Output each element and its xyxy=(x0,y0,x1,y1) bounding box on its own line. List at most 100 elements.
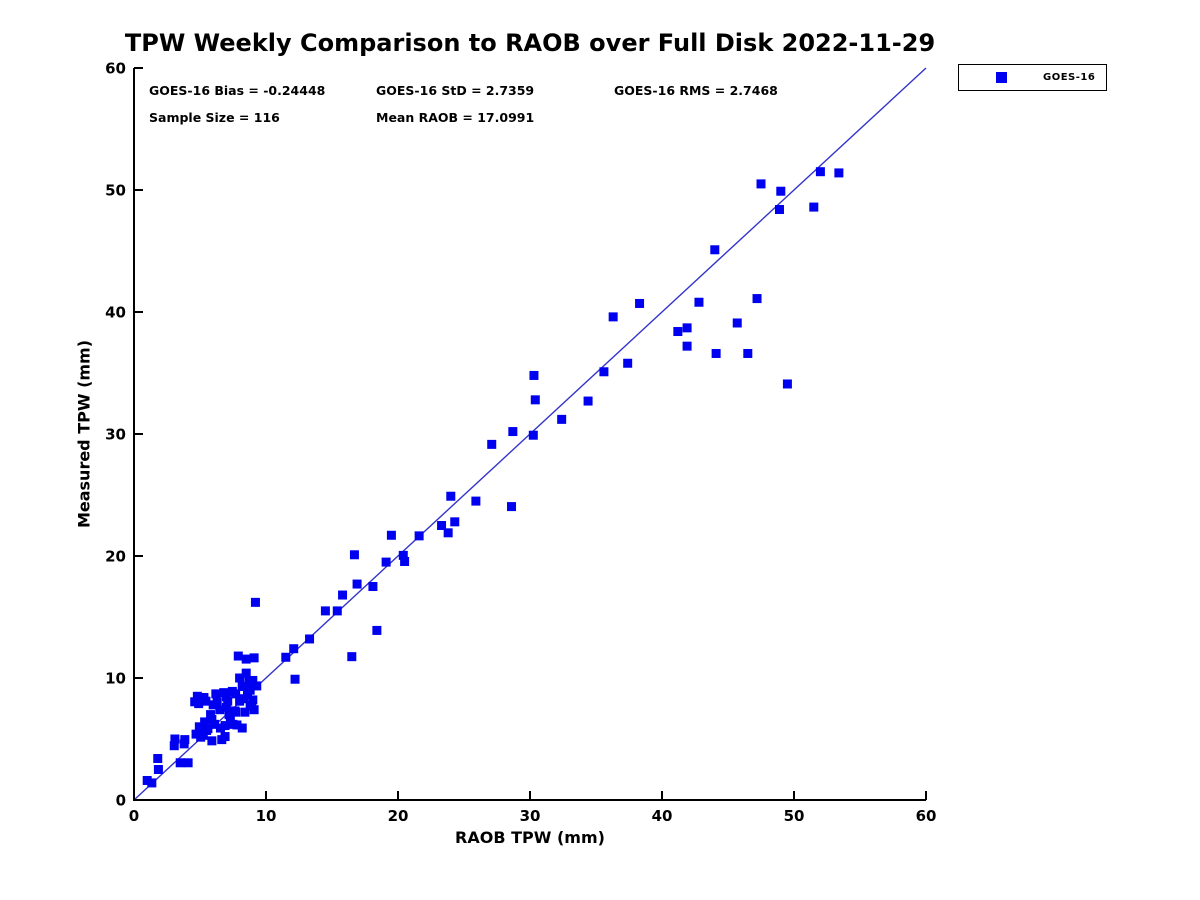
scatter-point xyxy=(834,168,844,178)
scatter-point xyxy=(237,682,247,692)
scatter-point xyxy=(245,685,255,695)
scatter-point xyxy=(223,696,233,706)
y-tick-label: 30 xyxy=(105,426,126,444)
scatter-point xyxy=(192,691,202,701)
scatter-point xyxy=(398,550,408,560)
scatter-point xyxy=(249,653,259,663)
scatter-point xyxy=(191,729,201,739)
scatter-point xyxy=(305,634,315,644)
stat-bias: GOES-16 Bias = -0.24448 xyxy=(149,83,326,98)
stat-std: GOES-16 StD = 2.7359 xyxy=(376,83,535,98)
scatter-point xyxy=(743,348,753,358)
scatter-point xyxy=(215,723,225,733)
scatter-point xyxy=(529,370,539,380)
scatter-point xyxy=(694,297,704,307)
x-tick-label: 60 xyxy=(916,807,937,825)
scatter-point xyxy=(243,690,253,700)
scatter-point xyxy=(352,579,362,589)
scatter-point xyxy=(211,689,221,699)
scatter-point xyxy=(815,167,825,177)
x-tick-label: 20 xyxy=(388,807,409,825)
scatter-point xyxy=(169,741,179,751)
x-tick-label: 0 xyxy=(129,807,139,825)
y-tick-label: 20 xyxy=(105,548,126,566)
scatter-point xyxy=(437,521,447,530)
scatter-point xyxy=(338,590,348,600)
scatter-point xyxy=(809,202,819,212)
scatter-point xyxy=(180,735,190,745)
legend: GOES-16 xyxy=(958,64,1107,91)
scatter-point xyxy=(252,681,262,691)
scatter-point xyxy=(289,644,299,654)
scatter-point xyxy=(233,651,243,661)
scatter-point xyxy=(332,606,342,616)
scatter-point xyxy=(249,705,259,715)
scatter-point xyxy=(206,710,216,720)
x-tick-label: 40 xyxy=(652,807,673,825)
scatter-point xyxy=(446,491,456,501)
y-axis-label: Measured TPW (mm) xyxy=(74,339,94,529)
scatter-point xyxy=(450,517,460,527)
scatter-point xyxy=(756,179,766,189)
scatter-point xyxy=(221,702,231,712)
scatter-point xyxy=(599,367,609,377)
scatter-point xyxy=(153,765,163,774)
scatter-point xyxy=(673,327,683,337)
scatter-point xyxy=(175,758,185,768)
scatter-point xyxy=(347,652,357,662)
scatter-point xyxy=(194,699,204,709)
scatter-point xyxy=(443,528,453,538)
scatter-point xyxy=(210,719,220,729)
scatter-point xyxy=(237,723,247,733)
scatter-point xyxy=(248,675,258,685)
scatter-point xyxy=(200,717,210,727)
scatter-point xyxy=(170,734,180,744)
scatter-point xyxy=(508,427,518,437)
scatter-point xyxy=(224,710,234,720)
scatter-point xyxy=(732,318,742,328)
scatter-point xyxy=(372,625,382,635)
scatter-point xyxy=(400,556,410,566)
scatter-point xyxy=(507,502,517,512)
scatter-point xyxy=(381,557,391,567)
scatter-point xyxy=(196,732,206,742)
chart-title: TPW Weekly Comparison to RAOB over Full … xyxy=(124,29,936,57)
scatter-point xyxy=(682,341,692,351)
scatter-point xyxy=(711,348,721,358)
y-tick-label: 60 xyxy=(105,60,126,78)
scatter-point xyxy=(583,396,593,406)
scatter-point xyxy=(153,754,163,764)
stat-rms: GOES-16 RMS = 2.7468 xyxy=(614,83,778,98)
scatter-point xyxy=(241,668,251,678)
scatter-point xyxy=(530,395,540,405)
scatter-point xyxy=(710,245,720,255)
x-tick-label: 50 xyxy=(784,807,805,825)
scatter-point xyxy=(528,430,538,440)
scatter-point xyxy=(635,298,645,308)
scatter-point xyxy=(142,775,152,785)
scatter-point xyxy=(220,721,230,731)
scatter-point xyxy=(250,597,260,607)
y-tick-label: 10 xyxy=(105,670,126,688)
x-tick-label: 10 xyxy=(256,807,277,825)
scatter-point xyxy=(386,530,396,540)
y-tick-label: 50 xyxy=(105,182,126,200)
scatter-point xyxy=(212,697,222,707)
scatter-point xyxy=(183,758,193,768)
scatter-point xyxy=(487,439,497,449)
stat-sample-size: Sample Size = 116 xyxy=(149,110,280,125)
scatter-point xyxy=(203,724,213,734)
scatter-point xyxy=(349,550,359,560)
stat-mean-raob: Mean RAOB = 17.0991 xyxy=(376,110,535,125)
scatter-point xyxy=(201,696,211,706)
scatter-point xyxy=(623,358,633,368)
x-axis-label: RAOB TPW (mm) xyxy=(455,828,605,847)
y-tick-label: 0 xyxy=(116,792,126,810)
scatter-point xyxy=(241,654,251,664)
scatter-point xyxy=(782,379,792,389)
scatter-point xyxy=(248,695,258,705)
scatter-point xyxy=(207,736,217,746)
scatter-point xyxy=(281,652,291,662)
